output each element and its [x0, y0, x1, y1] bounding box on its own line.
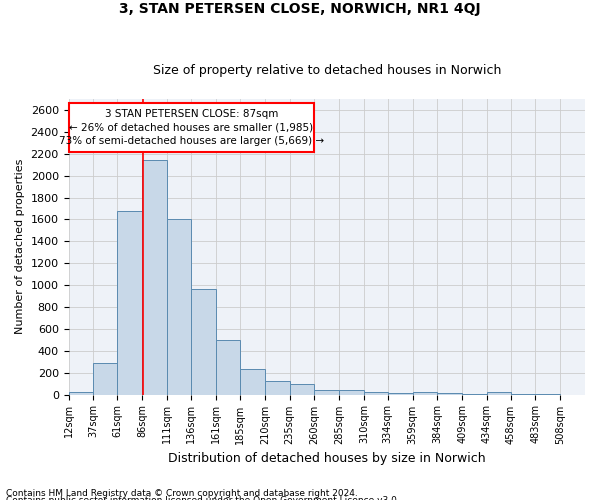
Bar [117, 210, 142, 394]
Bar [240, 369, 265, 394]
Bar [339, 390, 364, 394]
Y-axis label: Number of detached properties: Number of detached properties [15, 159, 25, 334]
Bar [388, 393, 413, 394]
Text: 73% of semi-detached houses are larger (5,669) →: 73% of semi-detached houses are larger (… [59, 136, 324, 146]
Text: ← 26% of detached houses are smaller (1,985): ← 26% of detached houses are smaller (1,… [70, 122, 314, 132]
Bar [487, 392, 511, 394]
Bar [364, 392, 388, 394]
Bar [216, 340, 240, 394]
Text: 3, STAN PETERSEN CLOSE, NORWICH, NR1 4QJ: 3, STAN PETERSEN CLOSE, NORWICH, NR1 4QJ [119, 2, 481, 16]
X-axis label: Distribution of detached houses by size in Norwich: Distribution of detached houses by size … [168, 452, 485, 465]
Bar [314, 390, 339, 394]
Bar [437, 393, 462, 394]
Bar [413, 392, 437, 394]
Bar [265, 382, 290, 394]
Bar [167, 220, 191, 394]
Text: Contains public sector information licensed under the Open Government Licence v3: Contains public sector information licen… [6, 496, 400, 500]
Text: 3 STAN PETERSEN CLOSE: 87sqm: 3 STAN PETERSEN CLOSE: 87sqm [105, 109, 278, 119]
Bar [68, 392, 94, 394]
Bar [290, 384, 314, 394]
Bar [94, 363, 117, 394]
Text: Contains HM Land Registry data © Crown copyright and database right 2024.: Contains HM Land Registry data © Crown c… [6, 488, 358, 498]
Title: Size of property relative to detached houses in Norwich: Size of property relative to detached ho… [152, 64, 501, 77]
Bar [191, 290, 216, 395]
FancyBboxPatch shape [68, 104, 314, 152]
Bar [142, 160, 167, 394]
